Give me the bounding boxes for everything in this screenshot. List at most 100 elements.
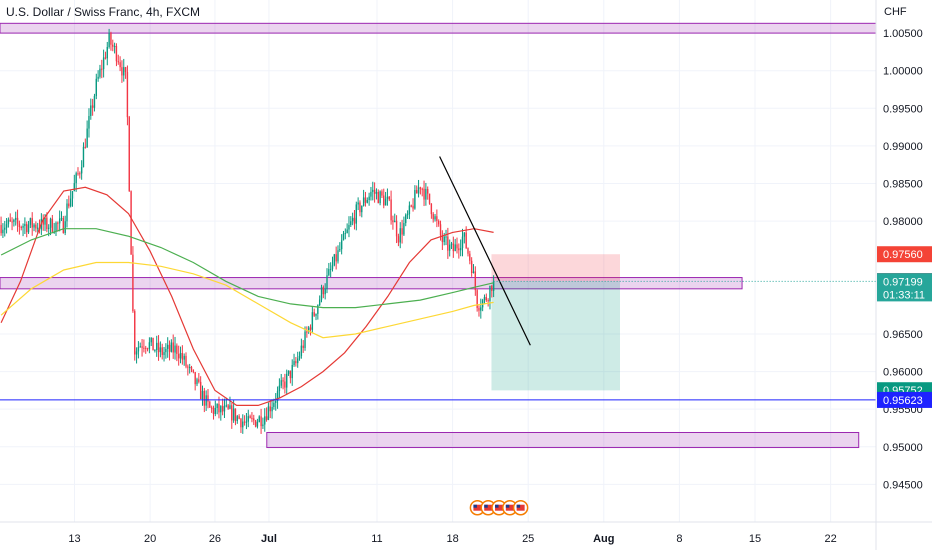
candle-body [423,188,425,200]
candle-body [289,370,292,379]
time-tick-label: Aug [593,533,614,545]
candle-body [139,346,141,348]
candle-body [64,221,66,233]
candle-body [328,269,330,276]
zone-rectangle[interactable] [0,277,743,290]
price-badge-countdown: 01:33:11 [883,289,925,301]
candle-body [362,197,365,206]
candle-body [203,390,206,406]
event-marker-icon[interactable] [502,499,518,516]
moving-averages [0,186,494,406]
candle-body [478,307,480,311]
candle-body [86,128,88,148]
short-position-tool[interactable] [491,254,621,391]
flag-canton [495,504,499,508]
candle-body [165,348,167,353]
candle-body [346,229,348,234]
flag-canton [516,504,521,508]
event-markers[interactable] [469,499,529,516]
candle-body [177,353,180,359]
drawings[interactable] [0,156,876,401]
candle-body [128,117,130,192]
take-profit-zone[interactable] [491,281,621,391]
candle-body [185,355,187,367]
candle-body [273,402,275,408]
candle-body [485,297,488,301]
candle-body [90,105,92,116]
candle-body [232,408,235,421]
event-marker-icon[interactable] [512,499,529,516]
candle-body [379,191,381,204]
candle-body [315,313,317,316]
candle-body [124,67,127,72]
candle-body [364,197,367,203]
candle-body [456,244,458,249]
candle-body [333,254,336,266]
candle-body [57,222,59,224]
candle-body [337,250,339,262]
candle-body [181,353,184,360]
price-badge-value: 0.97199 [883,276,923,288]
candle-body [150,337,152,343]
candle-body [370,191,372,197]
candle-body [71,191,74,199]
candle-body [331,265,334,269]
candle-body [58,218,61,224]
candle-body [256,421,259,427]
candle-body [132,254,134,312]
stop-loss-zone[interactable] [491,254,621,282]
price-badges: 0.975600.972040.9719901:33:110.957520.95… [877,246,932,408]
candle-body [465,232,467,249]
candle-body [375,191,378,194]
candle-body [192,369,195,373]
candle-body [353,217,356,224]
candle-body [253,418,255,421]
candle-body [46,217,48,230]
zone-rectangle[interactable] [266,431,860,449]
candle-body [298,356,301,359]
zone-rectangle[interactable] [0,22,877,34]
candle-body [269,406,271,412]
candle-body [311,312,314,330]
moving-average-line [0,228,494,309]
candle-body [373,189,376,194]
trend-line[interactable] [439,156,531,346]
candle-body [472,271,475,274]
candle-body [366,200,368,203]
candle-body [284,381,286,388]
candle-body [242,421,244,428]
candle-body [326,275,328,289]
price-badge-bg [877,391,932,408]
candle-body [245,421,248,423]
candle-body [295,361,297,364]
candle-body [383,195,385,206]
candle-body [469,253,471,261]
candle-body [220,406,222,413]
candle-body [135,351,138,355]
candle-body [286,373,288,388]
candle-body [115,45,118,62]
candle-body [483,297,486,301]
time-tick-label: 20 [144,533,156,545]
candle-body [287,370,290,374]
candle-body [88,115,90,129]
candle-body [390,199,392,221]
flag-stripe [484,504,493,511]
price-axis[interactable]: 1.00500 1.00000 0.99500 0.99000 0.98500 0.980… [875,0,923,550]
candle-body [55,222,57,232]
candle-body [167,344,169,349]
candle-body [22,226,24,228]
candle-body [437,220,440,225]
candle-body [93,95,96,108]
candle-body [75,173,77,184]
flag-stripe [473,504,482,511]
supply-demand-zones[interactable] [0,22,877,449]
price-tick-label: 1.00000 [883,66,923,78]
candle-body [344,233,347,235]
time-axis[interactable]: 13 20 26 Jul 11 18 25 Aug 8 15 22 [0,521,932,545]
candle-body [492,281,495,291]
candle-body [443,236,445,243]
candle-body [487,300,489,302]
candle-body [2,229,4,234]
